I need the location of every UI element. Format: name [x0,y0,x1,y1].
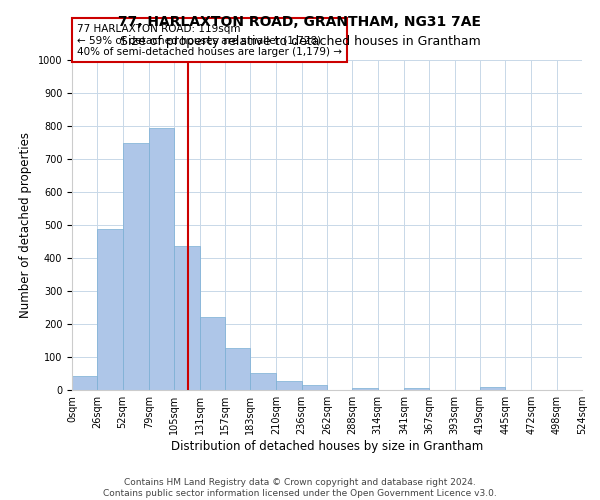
Bar [199,318,225,390]
Bar [302,386,327,390]
Text: 77, HARLAXTON ROAD, GRANTHAM, NG31 7AE: 77, HARLAXTON ROAD, GRANTHAM, NG31 7AE [119,15,482,29]
Bar [225,348,250,390]
Bar [149,128,174,390]
Bar [480,388,505,390]
Bar [97,229,122,390]
Bar [72,376,97,390]
Text: 77 HARLAXTON ROAD: 119sqm
← 59% of detached houses are smaller (1,728)
40% of se: 77 HARLAXTON ROAD: 119sqm ← 59% of detac… [77,24,342,56]
X-axis label: Distribution of detached houses by size in Grantham: Distribution of detached houses by size … [171,440,483,453]
Text: Size of property relative to detached houses in Grantham: Size of property relative to detached ho… [119,35,481,48]
Bar [277,381,302,390]
Bar [122,142,149,390]
Bar [404,388,429,390]
Y-axis label: Number of detached properties: Number of detached properties [19,132,32,318]
Bar [250,373,277,390]
Bar [174,246,200,390]
Bar [352,388,377,390]
Text: Contains HM Land Registry data © Crown copyright and database right 2024.
Contai: Contains HM Land Registry data © Crown c… [103,478,497,498]
